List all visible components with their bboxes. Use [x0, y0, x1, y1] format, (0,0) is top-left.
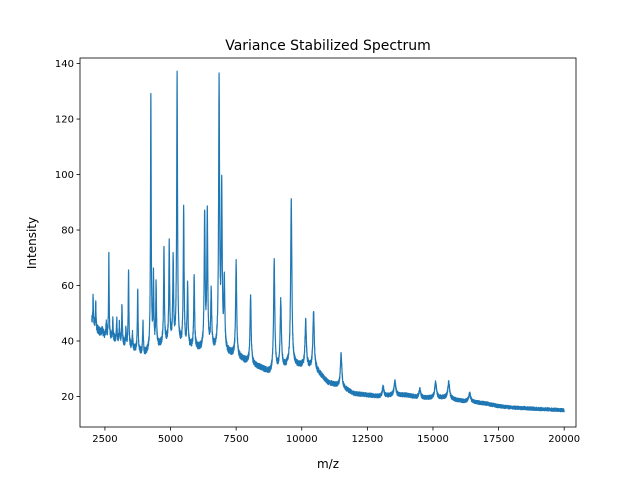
x-tick-label: 15000 — [417, 434, 449, 445]
series-group — [91, 70, 565, 413]
y-tick-label: 80 — [61, 226, 74, 237]
chart-title: Variance Stabilized Spectrum — [225, 38, 431, 54]
x-tick-label: 2500 — [92, 434, 117, 445]
y-tick-label: 100 — [55, 170, 74, 181]
y-axis: 20 40 60 80 100 120 140 — [55, 59, 80, 403]
x-tick-label: 12500 — [351, 434, 383, 445]
x-axis: 2500 5000 7500 10000 12500 15000 17500 20000 — [92, 427, 580, 445]
x-tick-label: 5000 — [158, 434, 183, 445]
x-tick-label: 17500 — [483, 434, 515, 445]
x-tick-label: 20000 — [548, 434, 580, 445]
y-tick-label: 60 — [61, 281, 74, 292]
x-tick-label: 10000 — [286, 434, 318, 445]
x-tick-label: 7500 — [223, 434, 248, 445]
plot-frame — [79, 57, 577, 428]
y-tick-label: 40 — [61, 336, 74, 347]
y-tick-label: 20 — [61, 392, 74, 403]
y-axis-label: Intensity — [25, 217, 39, 269]
series-line — [91, 70, 565, 413]
y-tick-label: 120 — [55, 115, 74, 126]
y-tick-label: 140 — [55, 59, 74, 70]
x-axis-label: m/z — [317, 457, 339, 471]
